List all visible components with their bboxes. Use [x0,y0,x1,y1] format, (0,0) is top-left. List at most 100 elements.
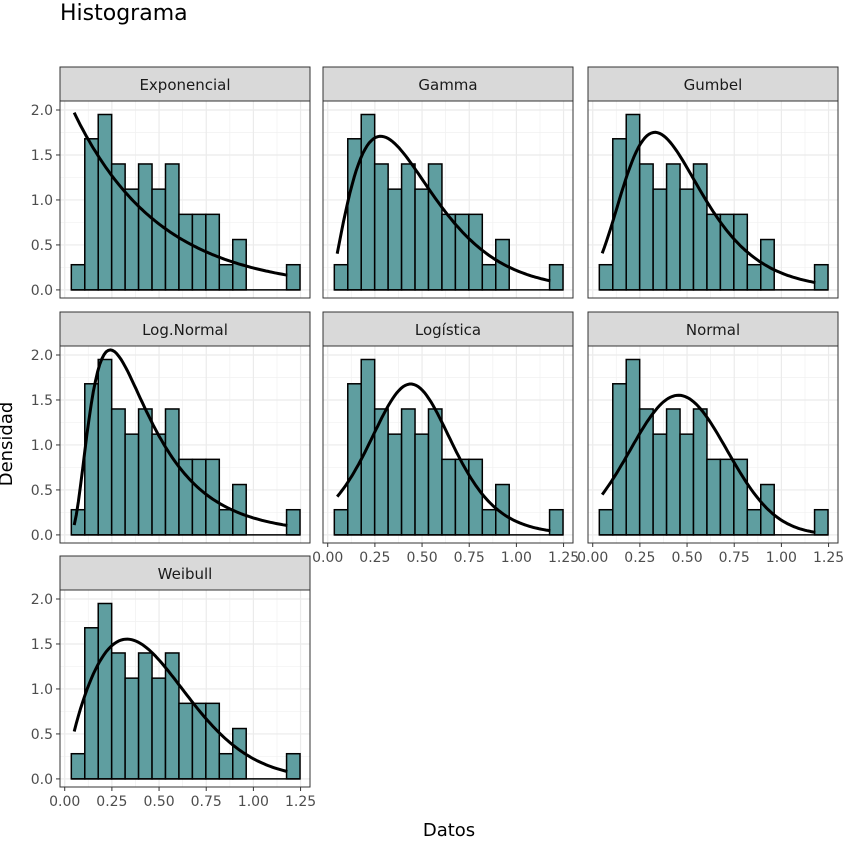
y-tick-label: 1.5 [31,637,53,653]
histogram-bar [285,752,301,780]
facet-strip [59,66,311,102]
y-tick-label: 1.0 [31,193,53,209]
y-tick-label: 1.5 [31,393,53,409]
histogram-bar [333,263,349,291]
density-curve-gumbel [600,130,816,285]
facet-panel-normal: Normal 0.00 0.25 0.50 0.75 1.00 1.25 [577,311,844,566]
histogram-bar [84,138,99,291]
y-tick-label: 0.5 [31,727,53,743]
histogram-bar [97,113,113,291]
facet-strip-label: Logística [415,321,481,339]
chart-title: Histograma [60,1,188,26]
histogram-bar [137,163,153,291]
facet-panel-exponencial: Exponencial 0.0 0.5 1.0 1.5 2.0 [31,66,311,299]
histogram-bar [110,408,126,536]
y-axis-label: Densidad [0,402,17,487]
facet-panel-lognormal: Log.Normal 0.0 0.5 1.0 1.5 2.0 [31,311,311,544]
histogram-bar [481,263,497,291]
histogram-bar [151,188,167,291]
y-tick-label: 0.0 [31,528,53,544]
x-tick-label: 0.50 [671,550,702,566]
y-tick-label: 1.0 [31,682,53,698]
facet-strip [322,311,574,347]
histogram-bar [468,213,484,291]
histogram-bar [652,188,668,291]
y-tick-label: 1.0 [31,438,53,454]
histogram-bar [110,652,126,780]
facet-panel-logstica: Logística 0.00 0.25 0.50 0.75 1.00 1.25 [312,311,579,566]
histogram-bar [373,163,389,291]
density-curve-gamma [335,134,551,283]
x-tick-label: 0.75 [454,550,485,566]
histogram-bar [746,508,762,536]
facet-strip [322,66,574,102]
histogram-bar [218,752,234,780]
histogram-bar [400,408,416,536]
x-tick-label: 0.00 [312,550,343,566]
histogram-bar [178,213,194,291]
histogram-bar [706,213,722,291]
panel-border [322,100,574,299]
x-tick-label: 0.75 [719,550,750,566]
y-tick-label: 0.0 [31,283,53,299]
histogram-bar [400,163,416,291]
histogram-bar [151,677,167,780]
x-tick-label: 0.25 [359,550,390,566]
histogram-bar [813,263,829,291]
histogram-bar [665,163,681,291]
facet-strip-label: Gamma [418,76,477,94]
facet-strip-label: Gumbel [684,76,743,94]
histogram-bar [70,752,86,780]
density-curve-logistic [336,382,551,533]
y-tick-label: 0.0 [31,772,53,788]
histogram-bar [746,263,762,291]
histogram-bar [124,433,140,536]
histogram-bar [164,408,180,536]
y-tick-label: 1.5 [31,148,53,164]
histogram-bar [679,188,695,291]
x-axis-label: Datos [423,820,475,841]
histogram-bar [333,508,349,536]
y-tick-label: 0.5 [31,483,53,499]
x-tick-label: 1.25 [285,794,316,810]
histogram-bar [652,433,668,536]
histogram-bar [548,508,564,536]
facet-strip-label: Exponencial [139,76,230,94]
x-tick-label: 0.00 [577,550,608,566]
facet-strip-label: Weibull [158,565,213,583]
histogram-bar [218,263,234,291]
histogram-bar [427,408,443,536]
histogram-bar [638,163,654,291]
x-tick-label: 1.00 [238,794,269,810]
histogram-bar [347,383,362,536]
panel-border [587,345,839,544]
panel-border [322,345,574,544]
y-tick-label: 2.0 [31,348,53,364]
x-tick-label: 0.75 [191,794,222,810]
facet-strip-label: Log.Normal [142,321,228,339]
histogram-bar [665,408,681,536]
facet-strip [59,311,311,347]
facet-panel-gamma: Gamma [322,66,574,299]
y-tick-label: 2.0 [31,592,53,608]
x-tick-label: 0.25 [624,550,655,566]
histogram-bar [191,458,207,536]
histogram-bar [387,188,403,291]
histogram-bar [70,263,86,291]
histogram-bar [481,508,497,536]
histogram-bar [97,602,113,780]
histogram-bar [97,358,113,536]
facet-strip [587,66,839,102]
histogram-bar [178,702,194,780]
histogram-bar [719,458,735,536]
x-tick-label: 1.25 [813,550,844,566]
density-curve-weibull [72,637,288,773]
histogram-bar [813,508,829,536]
y-tick-label: 0.5 [31,238,53,254]
histogram-bar [441,458,457,536]
histogram-bar [205,702,221,780]
histogram-bar [137,652,153,780]
histogram-bar [706,458,722,536]
histogram-bar [84,627,99,780]
